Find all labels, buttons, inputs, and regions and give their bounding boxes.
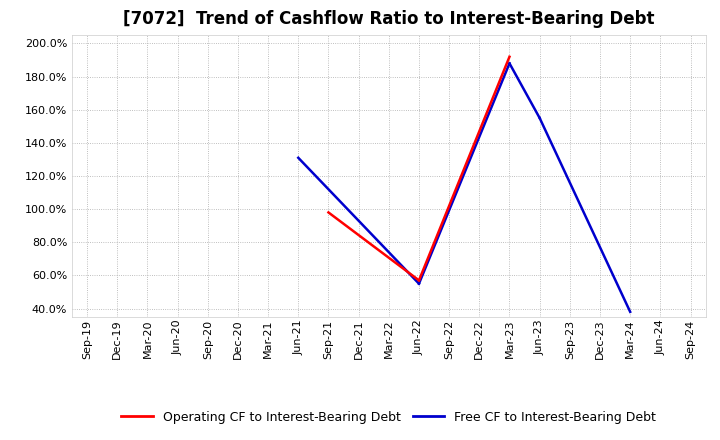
Title: [7072]  Trend of Cashflow Ratio to Interest-Bearing Debt: [7072] Trend of Cashflow Ratio to Intere…	[123, 10, 654, 28]
Legend: Operating CF to Interest-Bearing Debt, Free CF to Interest-Bearing Debt: Operating CF to Interest-Bearing Debt, F…	[117, 406, 661, 429]
